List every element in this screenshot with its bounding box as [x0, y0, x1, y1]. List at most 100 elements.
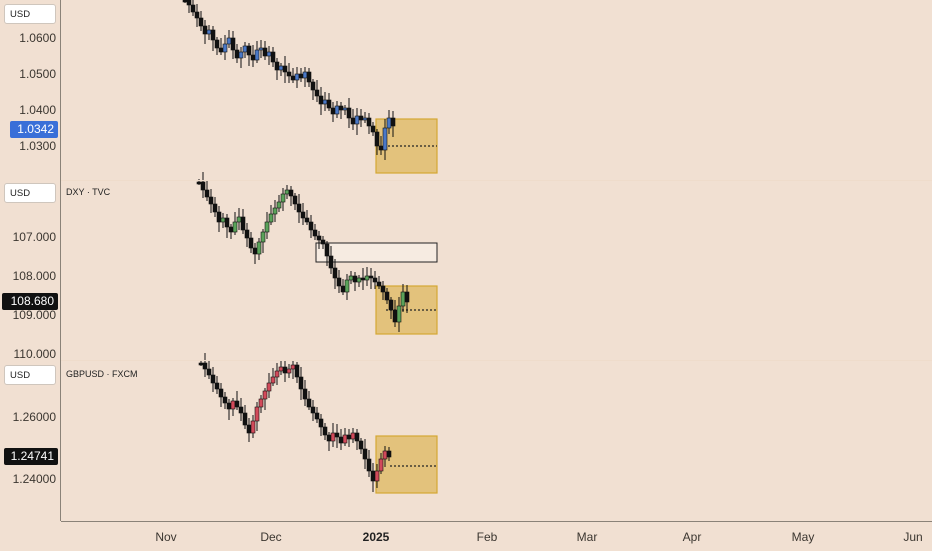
candle-body: [366, 117, 372, 127]
candle-body: [238, 51, 244, 59]
candle-body: [250, 54, 256, 61]
candle-body: [348, 275, 354, 281]
candle-body: [272, 207, 278, 215]
candle-body: [316, 235, 322, 241]
candle-body: [368, 275, 374, 279]
time-label: Feb: [476, 530, 498, 544]
time-axis[interactable]: Nov Dec 2025 Feb Mar Apr May Jun: [61, 521, 932, 551]
chart-canvas[interactable]: [0, 0, 932, 521]
candle-body: [202, 25, 208, 35]
candle-body: [214, 39, 220, 49]
candle-body: [246, 45, 252, 56]
pane1-tick: 1.0300: [19, 139, 56, 153]
candle-body: [328, 255, 334, 269]
candle-body: [318, 418, 324, 428]
candle-body: [404, 291, 410, 303]
candle-body: [186, 0, 192, 6]
candle-body: [338, 105, 344, 111]
candle-body: [322, 99, 328, 105]
candle-body: [294, 73, 300, 81]
candle-body: [320, 239, 326, 245]
candle-body: [254, 49, 260, 61]
candle-body: [242, 45, 248, 53]
candle-body: [388, 299, 394, 311]
candle-body: [400, 291, 406, 307]
candle-body: [358, 440, 364, 450]
candle-body: [332, 267, 338, 279]
candle-body: [198, 362, 204, 366]
candle-body: [226, 37, 232, 45]
candle-body: [376, 281, 382, 287]
candle-body: [270, 51, 276, 63]
candle-body: [206, 368, 212, 376]
pane-separator[interactable]: [61, 360, 932, 361]
pane3-tick: 1.26000: [12, 410, 56, 424]
candle-body: [218, 47, 224, 53]
pane2-symbol-label: DXY · TVC: [66, 187, 111, 197]
candle-body: [366, 458, 372, 472]
candle-body: [306, 398, 312, 408]
candle-body: [268, 213, 274, 223]
candle-body: [380, 285, 386, 293]
pane2-tick: 110.000: [13, 347, 57, 361]
pane2-tick: 109.000: [12, 308, 56, 322]
candle-body: [302, 388, 308, 400]
candle-body: [276, 201, 282, 209]
price-axis[interactable]: USD 1.0600 1.0500 1.0400 1.0300 1.0342 U…: [0, 0, 61, 521]
candle-body: [396, 305, 402, 323]
candle-body: [254, 406, 260, 422]
candle-body: [344, 279, 350, 293]
candle-body: [378, 458, 384, 472]
candle-body: [262, 390, 268, 400]
candle-body: [230, 400, 236, 410]
candle-body: [296, 203, 302, 213]
candle-body: [326, 434, 332, 442]
pane2-currency-button[interactable]: USD: [4, 183, 56, 203]
candle-body: [334, 105, 340, 115]
candle-body: [266, 51, 272, 57]
candle-body: [364, 275, 370, 281]
time-label: Mar: [576, 530, 598, 544]
pane3-currency-button[interactable]: USD: [4, 365, 56, 385]
candle-body: [220, 217, 226, 223]
candle-body: [338, 436, 344, 444]
pane3-symbol-label: GBPUSD · FXCM: [66, 369, 138, 379]
pane2-imbalance-box[interactable]: [315, 242, 438, 263]
candle-body: [234, 400, 240, 408]
candle-body: [340, 285, 346, 293]
pane-separator[interactable]: [61, 180, 932, 181]
candle-body: [190, 4, 196, 13]
candle-body: [354, 115, 360, 125]
candle-body: [362, 448, 368, 460]
candle-body: [314, 412, 320, 420]
candle-body: [302, 71, 308, 79]
candle-body: [246, 424, 252, 434]
candle-body: [280, 193, 286, 203]
candle-body: [392, 309, 398, 323]
candle-body: [256, 241, 262, 255]
candle-body: [210, 374, 216, 384]
candle-body: [232, 221, 238, 233]
pane1-currency-button[interactable]: USD: [4, 4, 56, 24]
candle-body: [252, 247, 258, 255]
candle-body: [230, 37, 236, 51]
candle-body: [346, 107, 352, 119]
candle-body: [358, 115, 364, 121]
candle-body: [290, 364, 296, 370]
candle-body: [226, 402, 232, 410]
pane3-zone[interactable]: [375, 435, 438, 494]
candle-body: [266, 382, 272, 392]
candle-body: [234, 49, 240, 59]
candle-body: [282, 366, 288, 374]
candle-body: [314, 89, 320, 97]
candle-body: [198, 17, 204, 27]
candle-body: [336, 277, 342, 287]
candle-body: [286, 71, 292, 77]
candle-body: [300, 211, 306, 219]
candle-body: [378, 145, 384, 151]
candle-body: [374, 470, 380, 482]
pane1-tick: 1.0600: [19, 31, 56, 45]
candle-body: [294, 364, 300, 378]
candle-body: [312, 229, 318, 237]
candle-body: [236, 216, 242, 223]
